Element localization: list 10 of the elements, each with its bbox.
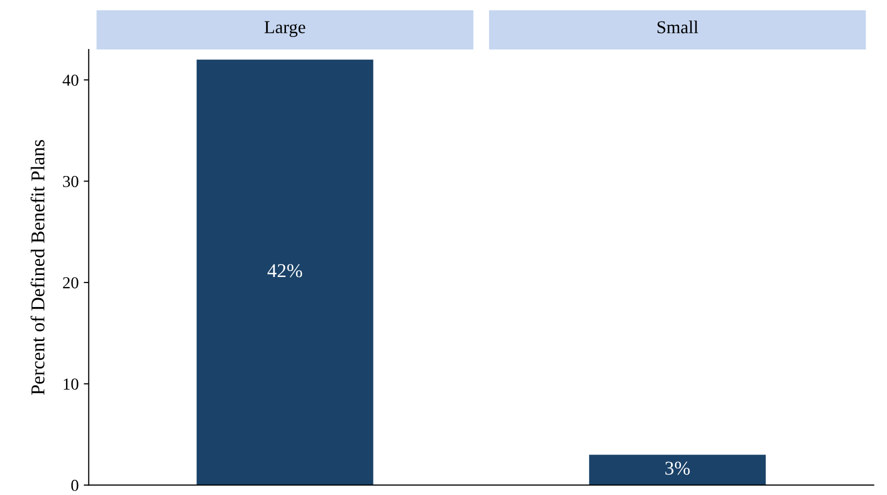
x-tick-label: Large (264, 21, 306, 37)
data-label: 42% (268, 264, 302, 278)
y-axis-title: Percent of Defined Benefit Plans (30, 140, 44, 395)
y-tick-label: 40 (62, 74, 78, 86)
y-tick-label: 20 (63, 277, 78, 288)
data-label: 3% (665, 462, 690, 475)
y-tick-label: 30 (63, 176, 78, 188)
y-tick-label: 0 (71, 480, 78, 492)
x-tick-label: Small (658, 20, 698, 34)
y-tick-label: 10 (64, 378, 78, 390)
